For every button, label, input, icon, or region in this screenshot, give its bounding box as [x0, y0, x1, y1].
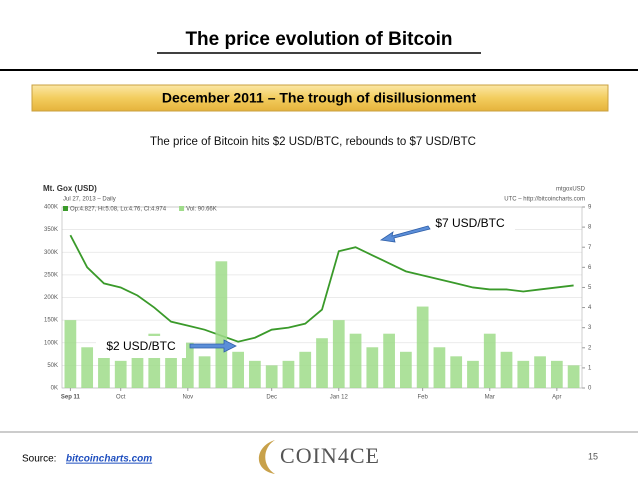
y2-tick-label: 1: [588, 365, 592, 371]
x-tick-label: Mar: [485, 395, 495, 401]
volume-bar: [416, 306, 429, 388]
volume-bar: [332, 320, 345, 388]
logo-mark: [258, 440, 275, 474]
volume-bar: [148, 333, 161, 388]
x-tick-label: Oct: [116, 395, 126, 401]
volume-bar: [249, 360, 261, 388]
chart-subtitle: Jul 27, 2013 – Daily: [63, 197, 116, 203]
y2-tick-label: 7: [588, 245, 592, 251]
y-tick-label: 300K: [44, 250, 58, 256]
source-link[interactable]: bitcoincharts.com: [66, 454, 152, 465]
volume-bar: [64, 320, 77, 388]
x-tick-label: Feb: [417, 395, 428, 401]
arrow: [189, 339, 237, 353]
annotation-box: [425, 212, 515, 236]
volume-bar: [567, 365, 580, 388]
x-tick-label: Nov: [182, 395, 193, 401]
volume-bar: [81, 347, 94, 388]
volume-bar: [265, 365, 278, 388]
y-tick-label: 250K: [44, 272, 58, 278]
chart-credit: UTC – http://bitcoincharts.com: [504, 197, 585, 203]
y-tick-label: 200K: [44, 295, 58, 301]
annotation: $2 USD/BTC: [106, 339, 176, 353]
y-tick-label: 50K: [47, 363, 58, 369]
chart-symbol: mtgoxUSD: [556, 187, 586, 193]
x-tick-label: Jan 12: [330, 395, 349, 401]
y2-tick-label: 4: [588, 305, 592, 311]
caption: The price of Bitcoin hits $2 USD/BTC, re…: [150, 136, 476, 148]
x-tick-label: Sep 11: [61, 395, 81, 401]
y2-tick-label: 2: [588, 345, 592, 351]
volume-bar: [450, 356, 463, 388]
volume-bar: [316, 338, 328, 388]
legend-swatch: [179, 206, 185, 211]
y2-tick-label: 3: [588, 325, 592, 331]
volume-bar: [215, 261, 228, 388]
y2-tick-label: 9: [588, 205, 592, 211]
y-tick-label: 150K: [44, 318, 58, 324]
y2-tick-label: 0: [588, 386, 592, 392]
y-tick-label: 100K: [44, 340, 58, 346]
legend-entry: Op:4.827, Hi:5.08, Lo:4.76, Cl:4.974: [70, 207, 167, 213]
y2-tick-label: 6: [588, 265, 592, 271]
chart: Mt. Gox (USD) Jul 27, 2013 – Daily mtgox…: [32, 180, 602, 405]
y-tick-label: 400K: [44, 205, 58, 211]
volume-bar: [349, 333, 362, 388]
banner-box: [31, 84, 609, 112]
volume-bar: [198, 356, 211, 388]
volume-bar: [299, 351, 312, 388]
y2-tick-label: 8: [588, 225, 592, 231]
y-tick-label: 350K: [44, 227, 58, 233]
volume-bar: [383, 333, 395, 388]
slide-title: The price evolution of Bitcoin: [185, 29, 452, 50]
volume-bar: [483, 333, 496, 388]
volume-bar: [467, 360, 479, 388]
volume-bar: [550, 360, 563, 388]
annotation: $7 USD/BTC: [435, 216, 505, 230]
y2-tick-label: 5: [588, 285, 592, 291]
page-number: 15: [588, 451, 598, 461]
banner: December 2011 – The trough of disillusio…: [162, 90, 477, 106]
volume-bar: [232, 351, 244, 388]
volume-bar: [517, 360, 530, 388]
arrow: [379, 225, 431, 243]
x-tick-label: Dec: [266, 395, 277, 401]
volume-bar: [181, 342, 194, 388]
legend-entry: Vol: 90.66K: [186, 207, 217, 213]
volume-bar: [165, 347, 177, 388]
volume-bar: [114, 360, 127, 388]
volume-bar: [400, 351, 412, 388]
volume-bar: [500, 351, 513, 388]
volume-bar: [433, 347, 446, 388]
volume-bar: [366, 347, 379, 388]
x-tick-label: Apr: [552, 395, 561, 401]
volume-bar: [534, 356, 546, 388]
y-tick-label: 0K: [51, 386, 58, 392]
legend-swatch: [63, 206, 68, 211]
volume-bar: [98, 356, 110, 388]
price-line: [69, 234, 574, 343]
source-label: Source:: [22, 454, 56, 465]
annotation-box: [96, 336, 186, 358]
volume-bar: [282, 360, 295, 388]
volume-bar: [131, 351, 144, 388]
logo: COIN4CE: [280, 443, 380, 468]
chart-title: Mt. Gox (USD): [43, 184, 97, 193]
